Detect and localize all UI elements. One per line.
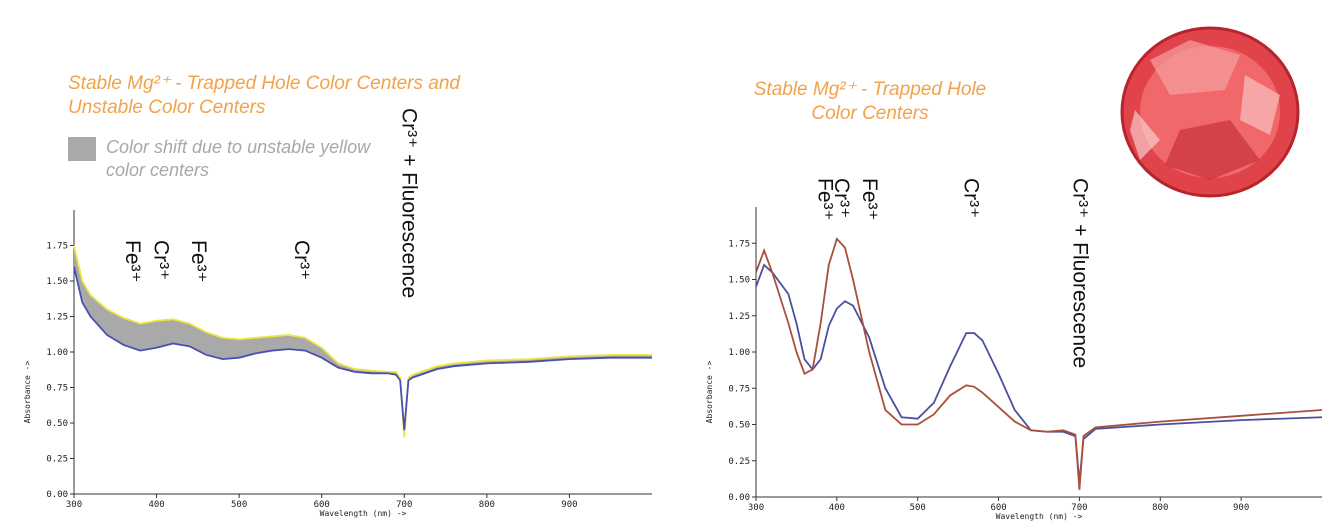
- y-axis-label: Absorbance ->: [23, 361, 32, 424]
- series-line: [755, 263, 1323, 483]
- series-line: [755, 237, 1323, 490]
- y-tick-label: 1.75: [728, 239, 750, 249]
- y-tick-label: 0.75: [46, 384, 68, 394]
- x-tick-label: 600: [990, 503, 1006, 513]
- y-axis-label: Absorbance ->: [705, 361, 714, 424]
- y-tick-label: 0.25: [46, 455, 68, 465]
- chart: 0.00 0.25 0.50 0.75 1.00 1.25 1.50 1.75 300 400 50…: [705, 178, 1323, 521]
- y-tick-label: 1.00: [728, 348, 750, 358]
- x-tick-label: 300: [748, 503, 764, 513]
- annotation: Cr³⁺ + Fluorescence: [1068, 178, 1091, 368]
- y-tick-label: 0.75: [728, 384, 750, 394]
- y-tick-label: 0.00: [46, 490, 68, 500]
- chart: 0.00 0.25 0.50 0.75 1.00 1.25 1.50 1.75 300 400 50…: [23, 108, 652, 518]
- y-tick-label: 1.25: [728, 312, 750, 322]
- legend-swatch: [68, 137, 96, 161]
- chart-title: Stable Mg²⁺ - Trapped Hole Color Centers…: [68, 73, 460, 118]
- y-tick-label: 1.00: [46, 348, 68, 358]
- chart-title: Stable Mg²⁺ - Trapped Hole Color Centers: [753, 79, 987, 124]
- x-tick-label: 800: [479, 500, 495, 510]
- annotation: Fe³⁺: [814, 178, 837, 221]
- y-tick-label: 0.00: [728, 493, 750, 503]
- series-line: [73, 266, 652, 431]
- x-tick-label: 800: [1152, 503, 1168, 513]
- y-tick-label: 0.25: [728, 457, 750, 467]
- band-area: [74, 245, 652, 438]
- annotation: Cr³⁺: [959, 178, 982, 218]
- annotation: Fe³⁺: [187, 240, 210, 283]
- annotation: Fe³⁺: [121, 240, 144, 283]
- annotation: Cr³⁺: [830, 178, 853, 218]
- x-tick-label: 700: [396, 500, 412, 510]
- y-tick-label: 0.50: [46, 419, 68, 429]
- x-tick-label: 400: [829, 503, 845, 513]
- series-line: [73, 245, 652, 438]
- x-tick-label: 900: [1233, 503, 1249, 513]
- annotation: Cr³⁺ + Fluorescence: [397, 108, 420, 298]
- annotation: Fe³⁺: [858, 178, 881, 221]
- x-tick-label: 300: [66, 500, 82, 510]
- gem-image: [1120, 26, 1300, 198]
- annotation: Cr³⁺: [290, 240, 313, 280]
- x-tick-label: 700: [1071, 503, 1087, 513]
- y-tick-label: 0.50: [728, 421, 750, 431]
- x-tick-label: 500: [910, 503, 926, 513]
- annotation: Cr³⁺: [150, 240, 173, 280]
- y-tick-label: 1.50: [46, 277, 68, 287]
- x-tick-label: 600: [314, 500, 330, 510]
- y-tick-label: 1.50: [728, 276, 750, 286]
- x-tick-label: 500: [231, 500, 247, 510]
- x-tick-label: 400: [148, 500, 164, 510]
- x-axis-label: Wavelength (nm) ->: [320, 509, 407, 518]
- x-axis-label: Wavelength (nm) ->: [996, 512, 1083, 521]
- y-tick-label: 1.25: [46, 313, 68, 323]
- legend-label: Color shift due to unstable yellow color…: [106, 137, 371, 180]
- x-tick-label: 900: [561, 500, 577, 510]
- y-tick-label: 1.75: [46, 242, 68, 252]
